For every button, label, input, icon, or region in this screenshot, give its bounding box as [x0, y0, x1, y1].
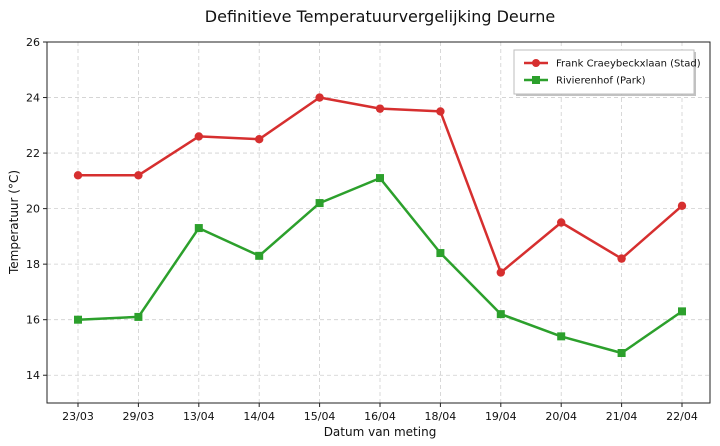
legend-label: Rivierenhof (Park) [556, 76, 646, 87]
data-point [557, 218, 566, 227]
x-tick-label: 20/04 [545, 410, 577, 423]
x-tick-label: 21/04 [606, 410, 638, 423]
data-point [134, 312, 143, 321]
y-tick-label: 24 [26, 92, 40, 105]
x-tick-label: 16/04 [364, 410, 396, 423]
x-tick-label: 29/03 [123, 410, 155, 423]
data-point [677, 201, 687, 211]
series-lines [73, 93, 687, 358]
y-tick-label: 22 [26, 147, 40, 160]
y-tick-label: 14 [26, 369, 40, 382]
y-tick-label: 18 [26, 258, 40, 271]
x-tick-label: 23/03 [62, 410, 94, 423]
y-tick-label: 20 [26, 203, 40, 216]
legend-entry: Rivierenhof (Park) [524, 76, 646, 87]
data-point [134, 171, 143, 180]
x-tick-label: 13/04 [183, 410, 215, 423]
data-point [617, 254, 626, 263]
data-point [315, 93, 324, 102]
chart-title: Definitieve Temperatuurvergelijking Deur… [205, 7, 555, 26]
legend: Frank Craeybeckxlaan (Stad) Rivierenhof (… [513, 49, 701, 96]
series-2 [74, 174, 686, 358]
y-axis: 14 16 18 20 22 24 26 [26, 36, 47, 382]
data-point [74, 315, 82, 324]
series-1 [73, 93, 687, 277]
data-point [73, 171, 83, 180]
y-tick-label: 16 [26, 314, 40, 327]
plot-frame [46, 41, 711, 404]
data-point [436, 107, 445, 116]
y-tick-label: 26 [26, 36, 40, 49]
legend-marker [532, 59, 540, 67]
data-point [496, 268, 505, 277]
legend-label: Frank Craeybeckxlaan (Stad) [556, 59, 701, 70]
y-axis-label: Temperatuur (°C) [7, 170, 21, 275]
x-tick-label: 14/04 [243, 410, 275, 423]
x-tick-label: 15/04 [304, 410, 336, 423]
x-tick-label: 18/04 [425, 410, 457, 423]
data-point [617, 349, 626, 358]
x-axis: 23/03 29/03 13/04 14/04 15/04 16/04 18/04 19/04… [62, 403, 698, 423]
data-point [496, 310, 505, 319]
x-axis-label: Datum van meting [324, 425, 437, 439]
data-point [376, 174, 384, 183]
legend-marker [532, 76, 540, 84]
data-point [678, 307, 686, 316]
legend-entry: Frank Craeybeckxlaan (Stad) [524, 59, 701, 70]
x-tick-label: 22/04 [666, 410, 698, 423]
data-point [255, 251, 264, 260]
data-point [194, 132, 203, 141]
data-point [436, 249, 445, 258]
x-tick-label: 19/04 [485, 410, 517, 423]
data-point [315, 199, 324, 208]
data-point [557, 332, 566, 341]
data-point [375, 104, 385, 113]
data-point [194, 224, 203, 233]
data-point [255, 134, 264, 144]
legend-box [513, 49, 695, 95]
